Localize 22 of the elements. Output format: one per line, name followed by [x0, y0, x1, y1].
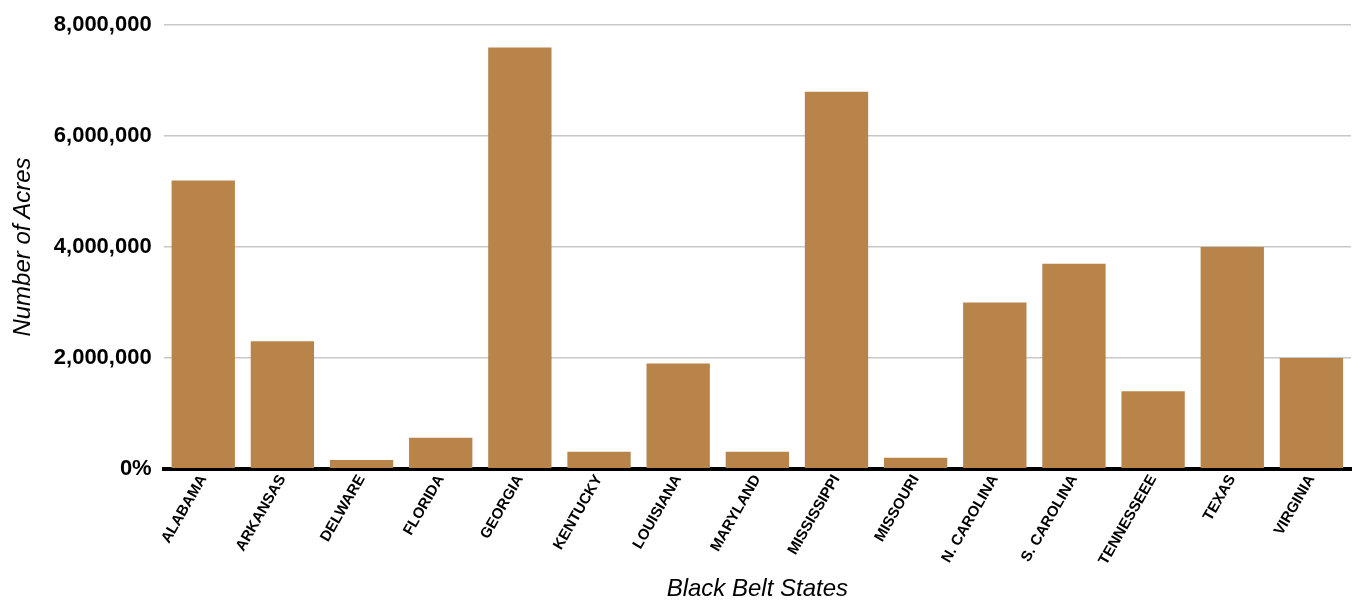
bar	[646, 363, 710, 469]
y-axis-title: Number of Acres	[8, 157, 36, 337]
bar	[567, 451, 631, 469]
bar	[250, 341, 315, 469]
bar	[1279, 357, 1344, 469]
bar	[963, 302, 1027, 469]
bar	[329, 459, 394, 469]
bar	[725, 451, 789, 469]
y-tick-label: 6,000,000	[53, 122, 152, 148]
bar	[804, 91, 869, 469]
y-tick-label: 2,000,000	[53, 344, 152, 369]
bar	[1042, 263, 1106, 469]
bar	[488, 47, 552, 469]
bar	[171, 180, 235, 469]
y-tick-label: 0%	[119, 454, 152, 480]
y-tick-label: 4,000,000	[53, 233, 152, 259]
x-axis-title: Black Belt States	[666, 574, 849, 602]
y-tick-label: 8,000,000	[53, 11, 152, 37]
bar	[409, 437, 473, 469]
bar	[1121, 391, 1185, 469]
bar	[1200, 247, 1264, 469]
bar	[883, 457, 948, 469]
